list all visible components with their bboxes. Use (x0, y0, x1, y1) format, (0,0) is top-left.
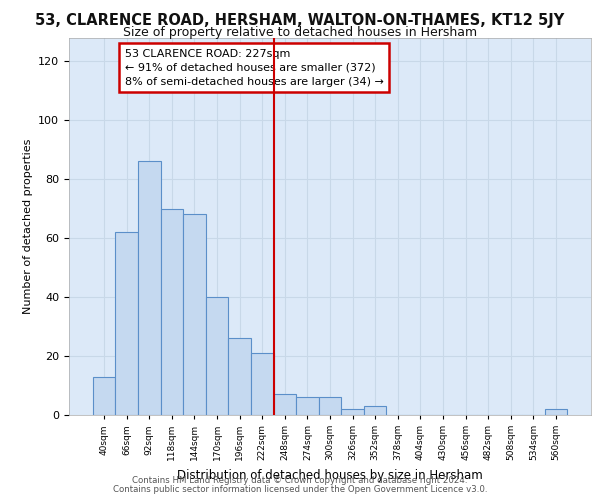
Bar (183, 214, 206, 415)
Text: Contains public sector information licensed under the Open Government Licence v3: Contains public sector information licen… (113, 484, 487, 494)
Bar (206, 297, 229, 415)
Y-axis label: Number of detached properties: Number of detached properties (23, 138, 32, 314)
Bar (251, 353, 274, 415)
Bar (138, 162, 161, 415)
Bar (93, 376, 115, 415)
Bar (274, 394, 296, 415)
Bar (319, 398, 341, 415)
Bar (115, 232, 138, 415)
Bar (161, 208, 183, 415)
Bar (545, 409, 567, 415)
Text: 53 CLARENCE ROAD: 227sqm
← 91% of detached houses are smaller (372)
8% of semi-d: 53 CLARENCE ROAD: 227sqm ← 91% of detach… (125, 49, 384, 87)
Text: Size of property relative to detached houses in Hersham: Size of property relative to detached ho… (123, 26, 477, 39)
Bar (229, 338, 251, 415)
Bar (341, 409, 364, 415)
Text: 53, CLARENCE ROAD, HERSHAM, WALTON-ON-THAMES, KT12 5JY: 53, CLARENCE ROAD, HERSHAM, WALTON-ON-TH… (35, 12, 565, 28)
Bar (296, 398, 319, 415)
Bar (364, 406, 386, 415)
Text: Contains HM Land Registry data © Crown copyright and database right 2024.: Contains HM Land Registry data © Crown c… (132, 476, 468, 485)
X-axis label: Distribution of detached houses by size in Hersham: Distribution of detached houses by size … (177, 468, 483, 481)
